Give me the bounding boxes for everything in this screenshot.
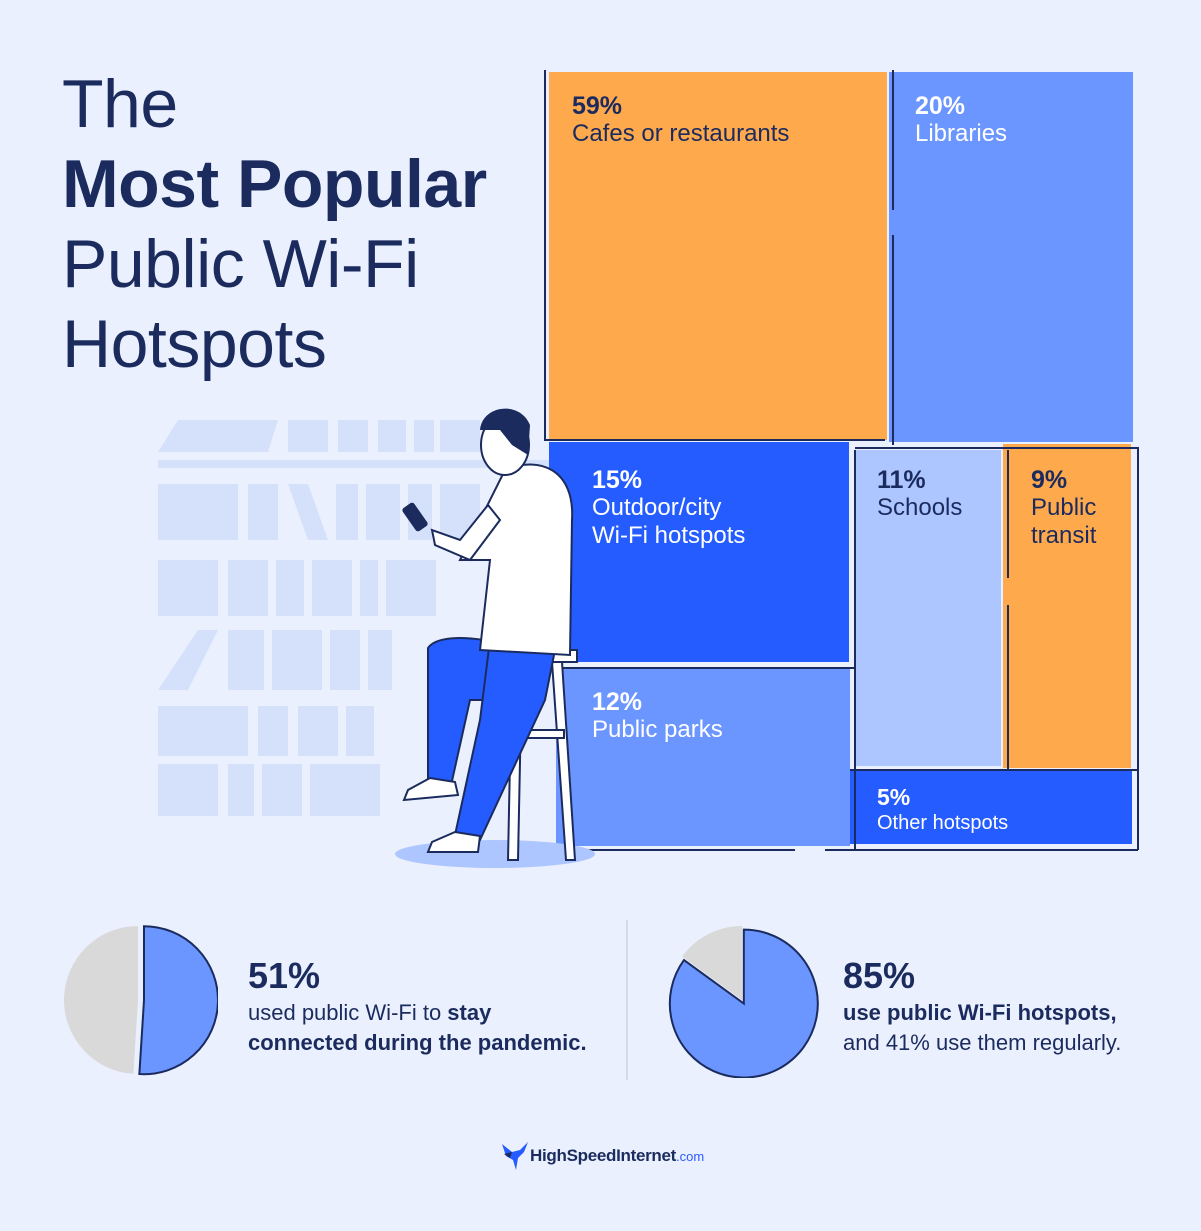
title-line-2: Most Popular bbox=[62, 146, 487, 222]
stat-usage: 85% use public Wi-Fi hotspots, and 41% u… bbox=[843, 954, 1121, 1058]
stat-usage-text-1: use public Wi-Fi hotspots, bbox=[843, 1000, 1117, 1025]
transit-name-line1: Public bbox=[1031, 494, 1097, 521]
title-line-1: The bbox=[62, 66, 178, 142]
title-line-3: Public Wi-Fi bbox=[62, 226, 419, 302]
brand-logo: HighSpeedInternet .com bbox=[500, 1136, 704, 1176]
stat-pandemic-text-3: connected during the pandemic. bbox=[248, 1030, 587, 1055]
logo-suffix: .com bbox=[676, 1148, 705, 1164]
pie-usage-slice-1 bbox=[682, 926, 742, 1000]
title-line-4: Hotspots bbox=[62, 306, 327, 382]
parks-pct: 12% bbox=[592, 688, 643, 716]
parks-name: Public parks bbox=[592, 716, 723, 743]
hummingbird-icon bbox=[502, 1142, 528, 1170]
transit-pct: 9% bbox=[1031, 466, 1068, 494]
libraries-name: Libraries bbox=[915, 120, 1008, 147]
stat-usage-text-2: and 41% use them regularly. bbox=[843, 1030, 1122, 1055]
treemap-label-schools: 11% Schools bbox=[877, 466, 962, 522]
pie-chart-usage bbox=[668, 926, 819, 1078]
bookshelf-illustration bbox=[158, 420, 558, 816]
outdoor-name-line2: Wi-Fi hotspots bbox=[592, 522, 746, 549]
treemap-cell-parks bbox=[556, 668, 850, 846]
pie-chart-pandemic bbox=[63, 925, 218, 1076]
schools-pct: 11% bbox=[877, 466, 926, 494]
outdoor-name-line1: Outdoor/city bbox=[592, 494, 722, 521]
libraries-pct: 20% bbox=[915, 92, 966, 120]
treemap-label-libraries: 20% Libraries bbox=[915, 92, 1007, 148]
stat-pandemic: 51% used public Wi-Fi to stay connected … bbox=[248, 954, 587, 1058]
transit-name-line2: transit bbox=[1031, 522, 1097, 549]
person-on-stool-illustration bbox=[395, 408, 595, 868]
schools-name: Schools bbox=[877, 494, 963, 521]
pie-pandemic-slice-0 bbox=[138, 925, 218, 1076]
treemap-cell-libraries bbox=[889, 72, 1133, 442]
hotspot-treemap bbox=[544, 70, 1139, 851]
pie-usage-slice-0 bbox=[668, 928, 819, 1078]
treemap-label-other: 5% Other hotspots bbox=[877, 784, 1008, 836]
pie-pandemic-slice-1 bbox=[63, 926, 138, 1074]
treemap-cell-outdoor bbox=[549, 442, 849, 662]
treemap-label-cafes: 59% Cafes or restaurants bbox=[572, 92, 789, 148]
stat-pandemic-text-2: stay bbox=[447, 1000, 492, 1025]
logo-text: HighSpeedInternet bbox=[530, 1146, 677, 1165]
treemap-label-parks: 12% Public parks bbox=[592, 688, 723, 744]
page-title: The Most Popular Public Wi-Fi Hotspots bbox=[62, 64, 487, 384]
cafes-name: Cafes or restaurants bbox=[572, 120, 790, 147]
treemap-label-outdoor: 15% Outdoor/city Wi-Fi hotspots bbox=[592, 466, 745, 550]
stat-usage-value: 85% bbox=[843, 955, 916, 996]
cafes-pct: 59% bbox=[572, 92, 623, 120]
stat-pandemic-text-1: used public Wi-Fi to bbox=[248, 1000, 448, 1025]
stat-pandemic-value: 51% bbox=[248, 955, 321, 996]
treemap-label-transit: 9% Public transit bbox=[1031, 466, 1096, 550]
other-pct: 5% bbox=[877, 784, 911, 810]
other-name: Other hotspots bbox=[877, 812, 1009, 834]
stats-divider bbox=[626, 920, 628, 1080]
outdoor-pct: 15% bbox=[592, 466, 643, 494]
